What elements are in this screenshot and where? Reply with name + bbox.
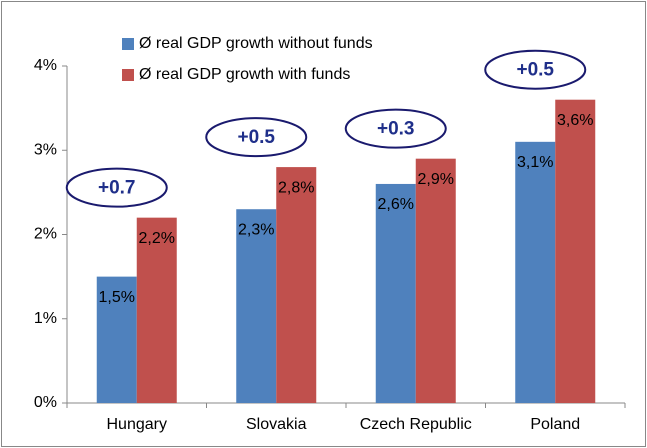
x-tick-label: Slovakia	[246, 416, 307, 433]
legend-label: Ø real GDP growth without funds	[139, 35, 373, 52]
data-label: 3,1%	[517, 154, 553, 171]
annotation: +0.7	[98, 178, 136, 199]
bar	[515, 141, 556, 403]
data-label: 2,8%	[278, 179, 314, 196]
y-tick-label: 2%	[34, 226, 57, 243]
annotation-ellipse	[65, 167, 168, 208]
data-label: 2,6%	[378, 196, 414, 213]
y-tick-label: 4%	[34, 57, 57, 74]
bar	[415, 158, 456, 403]
bar	[236, 209, 277, 403]
x-tick-label: Hungary	[107, 416, 167, 433]
annotation: +0.3	[377, 119, 415, 140]
bar	[375, 183, 416, 403]
data-label: 1,5%	[99, 289, 135, 306]
bar	[555, 99, 596, 403]
y-tick-label: 1%	[34, 310, 57, 327]
data-label: 3,6%	[557, 112, 593, 129]
annotation-ellipse	[344, 108, 447, 149]
x-tick-label: Czech Republic	[360, 416, 472, 433]
bar	[276, 167, 317, 403]
legend-label: Ø real GDP growth with funds	[139, 66, 350, 83]
x-tick-label: Poland	[530, 416, 580, 433]
annotation: +0.5	[516, 60, 554, 81]
y-tick-label: 0%	[34, 394, 57, 411]
legend-swatch	[122, 38, 134, 50]
annotation-ellipse	[205, 117, 308, 158]
data-label: 2,3%	[238, 221, 274, 238]
data-label: 2,2%	[139, 230, 175, 247]
legend-swatch	[122, 69, 134, 81]
bar	[96, 276, 137, 403]
y-tick-label: 3%	[34, 141, 57, 158]
annotation: +0.5	[237, 127, 275, 148]
bar	[136, 217, 177, 403]
annotation-ellipse	[484, 49, 587, 90]
data-label: 2,9%	[418, 171, 454, 188]
